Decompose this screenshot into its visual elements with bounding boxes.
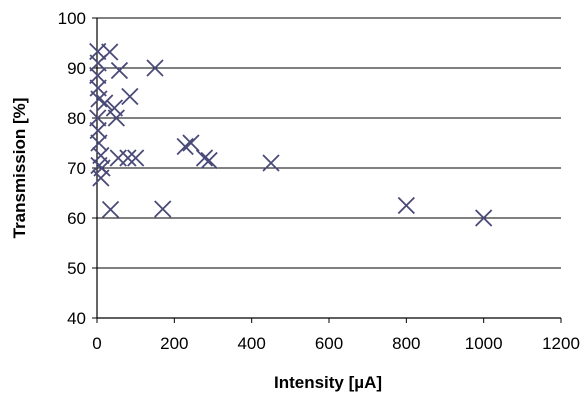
data-point xyxy=(155,201,171,217)
x-tick-label: 1000 xyxy=(465,334,503,353)
x-tick-label: 200 xyxy=(160,334,188,353)
y-tick-label: 100 xyxy=(58,9,86,28)
data-point xyxy=(111,63,127,79)
y-tick-label: 60 xyxy=(67,209,86,228)
data-point xyxy=(201,153,217,169)
gridlines xyxy=(97,18,561,268)
y-tick-label: 40 xyxy=(67,309,86,328)
data-point xyxy=(91,91,107,107)
x-tick-label: 1200 xyxy=(542,334,580,353)
data-point xyxy=(398,198,414,214)
x-axis-title: Intensity [µA] xyxy=(274,373,382,392)
y-tick-label: 70 xyxy=(67,159,86,178)
y-axis-title: Transmission [%] xyxy=(10,98,29,239)
x-tick-label: 0 xyxy=(92,334,101,353)
y-tick-label: 80 xyxy=(67,109,86,128)
data-point xyxy=(103,202,119,218)
data-point xyxy=(177,139,193,155)
y-tick-label: 50 xyxy=(67,259,86,278)
data-point xyxy=(120,150,136,166)
data-point xyxy=(93,170,109,186)
axes xyxy=(92,18,561,323)
x-tick-label: 800 xyxy=(392,334,420,353)
data-point xyxy=(122,89,138,105)
y-tick-label: 90 xyxy=(67,59,86,78)
data-markers xyxy=(90,44,492,227)
x-tick-label: 400 xyxy=(237,334,265,353)
data-point xyxy=(183,135,199,151)
data-point xyxy=(196,150,212,166)
data-point xyxy=(110,150,126,166)
data-point xyxy=(263,155,279,171)
data-point xyxy=(128,150,144,166)
x-tick-label: 600 xyxy=(315,334,343,353)
